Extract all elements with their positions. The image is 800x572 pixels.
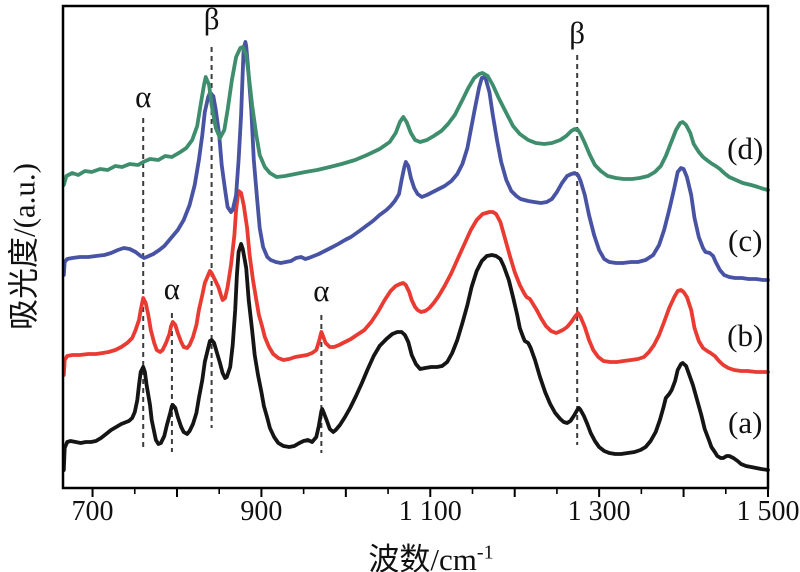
series-label-c: (c) xyxy=(728,223,762,258)
peak-marker-label: β xyxy=(569,15,585,50)
x-axis-tick-label: 1 100 xyxy=(399,496,462,527)
peak-marker-label: β xyxy=(204,1,220,36)
series-label-a: (a) xyxy=(728,405,762,440)
series-label-b: (b) xyxy=(727,318,763,353)
plot-frame xyxy=(61,4,770,490)
x-axis-title-exponent: -1 xyxy=(476,541,494,564)
spectrum-line-a xyxy=(61,242,770,472)
series-label-d: (d) xyxy=(727,131,763,166)
peak-marker-label: α xyxy=(135,79,151,114)
spectrum-line-d xyxy=(61,45,770,192)
spectrum-line-b xyxy=(61,189,770,377)
y-axis-title: 吸光度/(a.u.) xyxy=(6,162,42,331)
x-axis-tick-label: 700 xyxy=(72,496,114,527)
x-axis-title: 波数/cm-1 xyxy=(368,534,493,572)
peak-marker-label: α xyxy=(313,273,329,308)
x-axis-tick-label: 1 300 xyxy=(568,496,631,527)
x-axis-tick-label: 900 xyxy=(240,496,282,527)
x-axis-tick-label: 1 500 xyxy=(737,496,800,527)
spectrum-line-c xyxy=(61,40,770,282)
x-axis-title-base: 波数/cm xyxy=(368,542,477,572)
peak-marker-label: α xyxy=(164,271,180,306)
